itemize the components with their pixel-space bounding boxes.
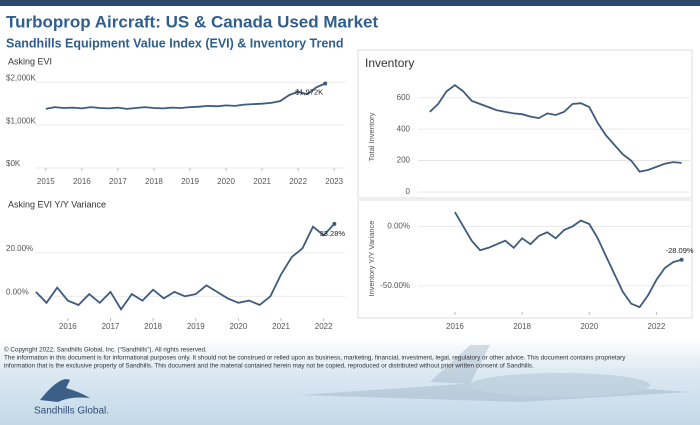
y-tick-label: 0.00%: [6, 287, 29, 296]
y-tick-label: 0.00%: [387, 222, 410, 231]
panel-frame: [357, 49, 693, 199]
x-tick-label: 2016: [73, 177, 91, 186]
data-label: $1,972K: [295, 87, 323, 96]
chart-title: Asking EVI: [8, 56, 52, 66]
x-tick-label: 2017: [109, 177, 127, 186]
y-tick-label: $0K: [6, 159, 21, 168]
x-tick-label: 2018: [513, 322, 531, 331]
x-tick-label: 2019: [181, 177, 199, 186]
page-title: Turboprop Aircraft: US & Canada Used Mar…: [6, 12, 379, 31]
y-tick-label: 200: [397, 156, 411, 165]
page-subtitle: Sandhills Equipment Value Index (EVI) & …: [6, 36, 344, 50]
data-label: -28.09%: [666, 246, 694, 255]
panel-frame: [357, 199, 693, 319]
y-tick-label: 400: [397, 124, 411, 133]
y-axis-label: Total Inventory: [367, 112, 376, 161]
footer-text: information that is the exclusive proper…: [4, 363, 534, 370]
y-tick-label: 0: [406, 187, 411, 196]
x-tick-label: 2019: [187, 322, 205, 331]
data-line: [35, 223, 335, 311]
y-tick-label: $2,000K: [6, 73, 36, 82]
x-tick-label: 2020: [580, 322, 598, 331]
y-axis-label: Inventory Y/Y Variance: [367, 221, 376, 297]
data-point: [323, 81, 328, 86]
y-tick-label: 20.00%: [6, 244, 33, 253]
x-tick-label: 2022: [648, 322, 666, 331]
data-line: [45, 82, 326, 110]
x-tick-label: 2021: [253, 177, 271, 186]
footer-text: © Copyright 2022, Sandhills Global, Inc.…: [4, 346, 207, 354]
x-tick-label: 2020: [217, 177, 235, 186]
x-tick-label: 2015: [37, 177, 55, 186]
top-bar: [0, 0, 700, 6]
footer-text: The information in this document is for …: [4, 355, 626, 362]
x-tick-label: 2016: [446, 322, 464, 331]
x-tick-label: 2018: [144, 322, 162, 331]
aircraft-image: [300, 345, 690, 402]
x-tick-label: 2018: [145, 177, 163, 186]
data-point: [332, 221, 337, 226]
chart-title: Inventory: [365, 56, 414, 70]
footer-background: [0, 338, 700, 425]
x-tick-label: 2021: [272, 322, 290, 331]
data-line: [429, 83, 682, 173]
y-tick-label: $1,000K: [6, 116, 36, 125]
x-tick-label: 2022: [289, 177, 307, 186]
logo-icon: [40, 379, 90, 402]
chart-title: Asking EVI Y/Y Variance: [8, 199, 106, 209]
x-tick-label: 2023: [325, 177, 343, 186]
x-tick-label: 2022: [315, 322, 333, 331]
logo-text: Sandhills Global.: [34, 406, 109, 417]
x-tick-label: 2016: [59, 322, 77, 331]
y-tick-label: 600: [397, 93, 411, 102]
x-tick-label: 2020: [229, 322, 247, 331]
x-tick-label: 2017: [102, 322, 120, 331]
data-point: [679, 257, 684, 262]
data-label: 33.28%: [320, 229, 346, 238]
data-line: [454, 211, 682, 309]
y-tick-label: -50.00%: [380, 281, 410, 290]
